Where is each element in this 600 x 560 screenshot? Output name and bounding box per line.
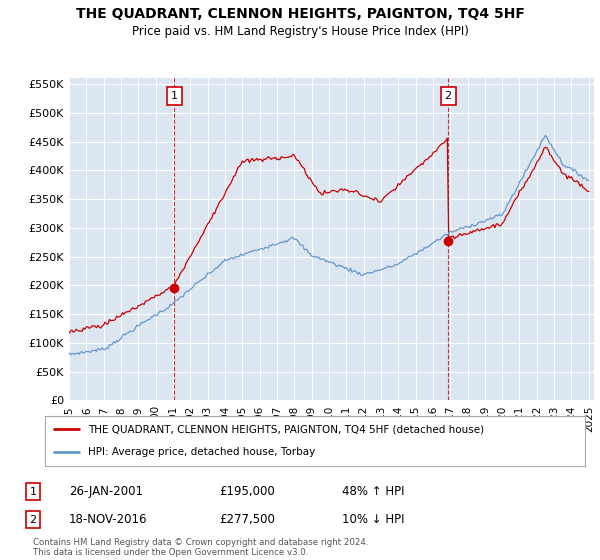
Text: 10% ↓ HPI: 10% ↓ HPI	[342, 513, 404, 526]
Text: THE QUADRANT, CLENNON HEIGHTS, PAIGNTON, TQ4 5HF (detached house): THE QUADRANT, CLENNON HEIGHTS, PAIGNTON,…	[88, 424, 484, 434]
Text: 1: 1	[170, 91, 178, 101]
Text: 2: 2	[445, 91, 452, 101]
Text: £195,000: £195,000	[219, 485, 275, 498]
Text: Price paid vs. HM Land Registry's House Price Index (HPI): Price paid vs. HM Land Registry's House …	[131, 25, 469, 38]
Text: 48% ↑ HPI: 48% ↑ HPI	[342, 485, 404, 498]
Text: 1: 1	[29, 487, 37, 497]
Text: £277,500: £277,500	[219, 513, 275, 526]
Text: HPI: Average price, detached house, Torbay: HPI: Average price, detached house, Torb…	[88, 447, 316, 458]
Text: 18-NOV-2016: 18-NOV-2016	[69, 513, 148, 526]
Text: Contains HM Land Registry data © Crown copyright and database right 2024.
This d: Contains HM Land Registry data © Crown c…	[33, 538, 368, 557]
Text: 2: 2	[29, 515, 37, 525]
Text: 26-JAN-2001: 26-JAN-2001	[69, 485, 143, 498]
Text: THE QUADRANT, CLENNON HEIGHTS, PAIGNTON, TQ4 5HF: THE QUADRANT, CLENNON HEIGHTS, PAIGNTON,…	[76, 7, 524, 21]
